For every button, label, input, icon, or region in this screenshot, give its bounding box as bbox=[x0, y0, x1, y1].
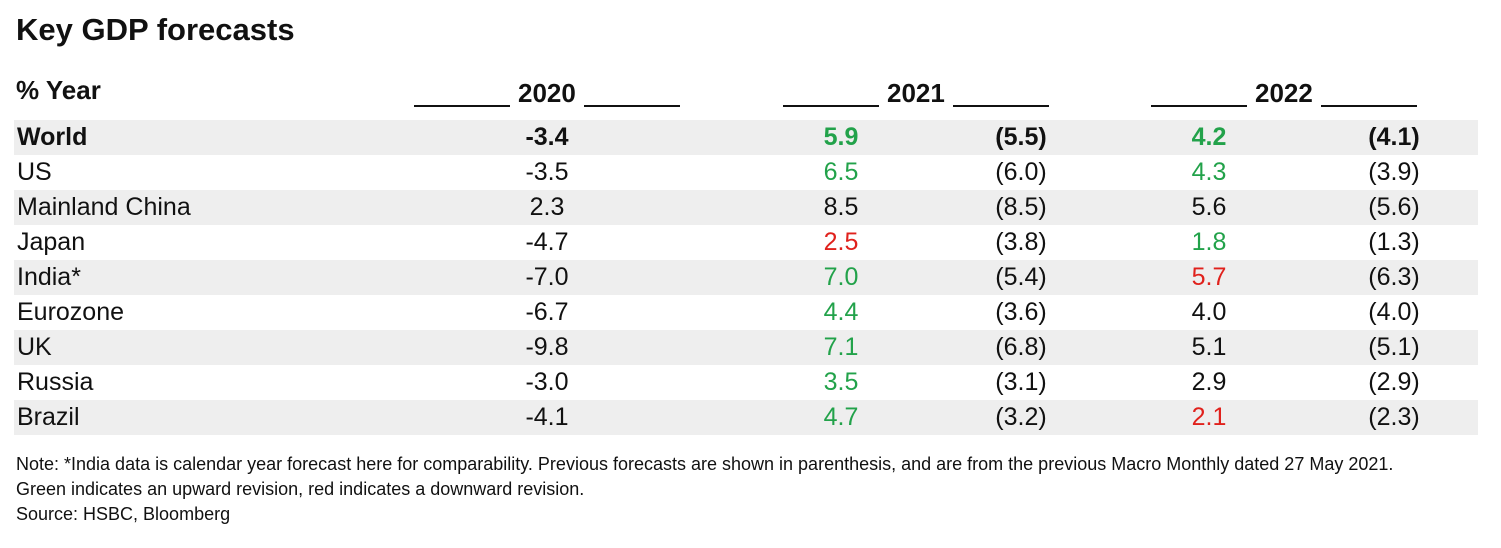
value-2022-cell: 5.6 bbox=[1191, 193, 1227, 221]
value-2020-cell: -9.8 bbox=[525, 333, 569, 361]
previous-2021-cell: (3.6) bbox=[995, 298, 1047, 326]
value-2022-cell: 2.1 bbox=[1191, 403, 1227, 431]
header-rule bbox=[1151, 79, 1247, 107]
value-2022-cell: 2.9 bbox=[1191, 368, 1227, 396]
country-cell: Eurozone bbox=[17, 298, 125, 326]
country-cell: Mainland China bbox=[17, 193, 191, 221]
header-rule bbox=[583, 79, 680, 107]
value-2020-cell: -4.1 bbox=[525, 403, 569, 431]
value-2021-cell: 3.5 bbox=[823, 368, 859, 396]
value-2021-cell: 4.4 bbox=[823, 298, 859, 326]
header-rule bbox=[1320, 79, 1417, 107]
table-row: World -3.4 5.9 (5.5) 4.2 (4.1) bbox=[14, 120, 1478, 155]
note-legend: Green indicates an upward revision, red … bbox=[16, 479, 585, 499]
value-2020-cell: -3.5 bbox=[525, 158, 569, 186]
value-2021-cell: 5.9 bbox=[823, 123, 859, 151]
header-rule bbox=[414, 79, 510, 107]
value-2021-cell: 7.0 bbox=[823, 263, 859, 291]
value-2022-cell: 4.3 bbox=[1191, 158, 1227, 186]
value-2021-cell: 7.1 bbox=[823, 333, 859, 361]
country-cell: India* bbox=[17, 263, 81, 291]
gdp-forecast-table: World -3.4 5.9 (5.5) 4.2 (4.1) US -3.5 6.5 (6.0) 4… bbox=[14, 120, 1478, 435]
header-rule bbox=[783, 79, 879, 107]
year-label: 2022 bbox=[1255, 77, 1313, 108]
table-row: UK -9.8 7.1 (6.8) 5.1 (5.1) bbox=[14, 330, 1478, 365]
year-header-2020: 2020 bbox=[414, 75, 680, 111]
previous-2022-cell: (5.6) bbox=[1368, 193, 1420, 221]
country-cell: Brazil bbox=[17, 403, 80, 431]
value-2020-cell: 2.3 bbox=[529, 193, 565, 221]
year-label: 2020 bbox=[518, 77, 576, 108]
country-cell: Russia bbox=[17, 368, 94, 396]
previous-2021-cell: (6.8) bbox=[995, 333, 1047, 361]
previous-2022-cell: (6.3) bbox=[1368, 263, 1420, 291]
value-2022-cell: 5.7 bbox=[1191, 263, 1227, 291]
previous-2021-cell: (3.1) bbox=[995, 368, 1047, 396]
table-row: Japan -4.7 2.5 (3.8) 1.8 (1.3) bbox=[14, 225, 1478, 260]
previous-2022-cell: (4.0) bbox=[1368, 298, 1420, 326]
value-2021-cell: 4.7 bbox=[823, 403, 859, 431]
country-cell: Japan bbox=[17, 228, 86, 256]
source-text: Source: HSBC, Bloomberg bbox=[16, 504, 231, 524]
previous-2022-cell: (3.9) bbox=[1368, 158, 1420, 186]
previous-2022-cell: (4.1) bbox=[1368, 123, 1420, 151]
value-2020-cell: -6.7 bbox=[525, 298, 569, 326]
previous-2021-cell: (5.4) bbox=[995, 263, 1047, 291]
value-2020-cell: -4.7 bbox=[525, 228, 569, 256]
value-2021-cell: 8.5 bbox=[823, 193, 859, 221]
value-2022-cell: 5.1 bbox=[1191, 333, 1227, 361]
year-header-2022: 2022 bbox=[1151, 75, 1417, 111]
header-rule bbox=[952, 79, 1049, 107]
table-row: US -3.5 6.5 (6.0) 4.3 (3.9) bbox=[14, 155, 1478, 190]
note-text: Note: *India data is calendar year forec… bbox=[16, 454, 1394, 474]
table-row: Eurozone -6.7 4.4 (3.6) 4.0 (4.0) bbox=[14, 295, 1478, 330]
value-2020-cell: -7.0 bbox=[525, 263, 569, 291]
page-title: Key GDP forecasts bbox=[16, 12, 295, 47]
year-label: 2021 bbox=[887, 77, 945, 108]
previous-2021-cell: (6.0) bbox=[995, 158, 1047, 186]
table-row: Russia -3.0 3.5 (3.1) 2.9 (2.9) bbox=[14, 365, 1478, 400]
value-2022-cell: 4.2 bbox=[1191, 123, 1227, 151]
value-2020-cell: -3.0 bbox=[525, 368, 569, 396]
value-2021-cell: 2.5 bbox=[823, 228, 859, 256]
table-row: Brazil -4.1 4.7 (3.2) 2.1 (2.3) bbox=[14, 400, 1478, 435]
value-2021-cell: 6.5 bbox=[823, 158, 859, 186]
notes: Note: *India data is calendar year forec… bbox=[16, 452, 1393, 527]
header-label: % Year bbox=[16, 75, 101, 105]
previous-2022-cell: (5.1) bbox=[1368, 333, 1420, 361]
previous-2021-cell: (8.5) bbox=[995, 193, 1047, 221]
country-cell: World bbox=[17, 123, 88, 151]
value-2020-cell: -3.4 bbox=[525, 123, 569, 151]
previous-2021-cell: (3.8) bbox=[995, 228, 1047, 256]
previous-2021-cell: (3.2) bbox=[995, 403, 1047, 431]
table-row: India* -7.0 7.0 (5.4) 5.7 (6.3) bbox=[14, 260, 1478, 295]
country-cell: US bbox=[17, 158, 52, 186]
previous-2022-cell: (1.3) bbox=[1368, 228, 1420, 256]
previous-2022-cell: (2.9) bbox=[1368, 368, 1420, 396]
year-header-2021: 2021 bbox=[783, 75, 1049, 111]
table-row: Mainland China 2.3 8.5 (8.5) 5.6 (5.6) bbox=[14, 190, 1478, 225]
country-cell: UK bbox=[17, 333, 52, 361]
value-2022-cell: 1.8 bbox=[1191, 228, 1227, 256]
previous-2022-cell: (2.3) bbox=[1368, 403, 1420, 431]
value-2022-cell: 4.0 bbox=[1191, 298, 1227, 326]
previous-2021-cell: (5.5) bbox=[995, 123, 1047, 151]
